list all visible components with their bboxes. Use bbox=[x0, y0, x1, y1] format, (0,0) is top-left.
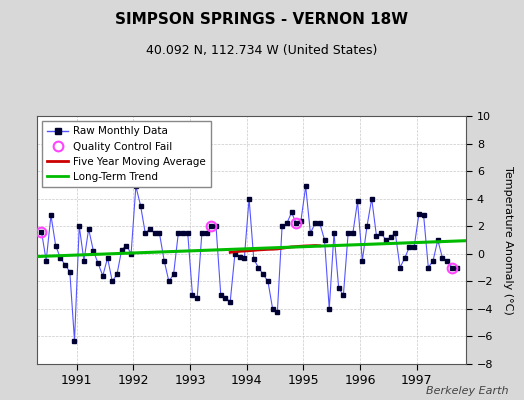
Text: SIMPSON SPRINGS - VERNON 18W: SIMPSON SPRINGS - VERNON 18W bbox=[115, 12, 409, 27]
Y-axis label: Temperature Anomaly (°C): Temperature Anomaly (°C) bbox=[503, 166, 512, 314]
Text: 40.092 N, 112.734 W (United States): 40.092 N, 112.734 W (United States) bbox=[146, 44, 378, 57]
Text: Berkeley Earth: Berkeley Earth bbox=[426, 386, 508, 396]
Legend: Raw Monthly Data, Quality Control Fail, Five Year Moving Average, Long-Term Tren: Raw Monthly Data, Quality Control Fail, … bbox=[42, 121, 211, 187]
